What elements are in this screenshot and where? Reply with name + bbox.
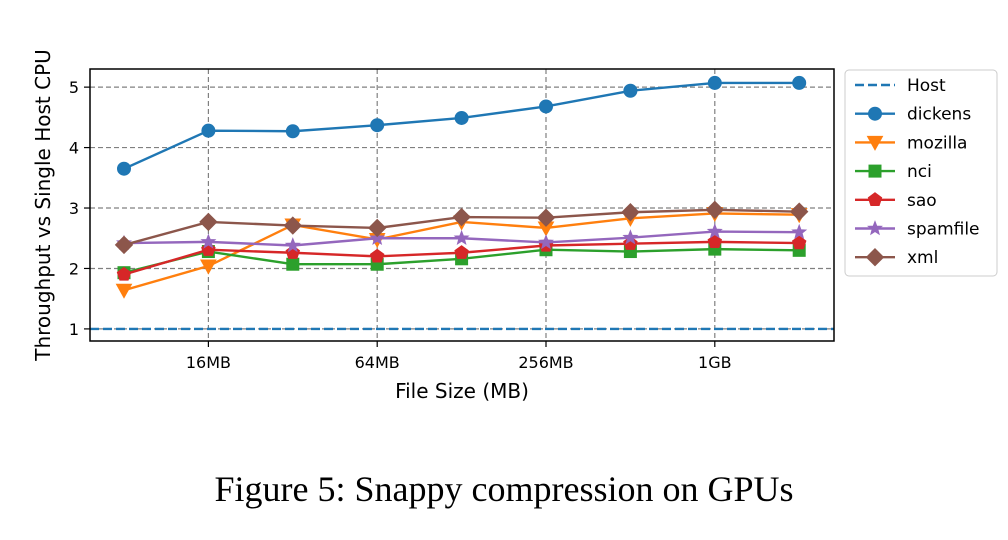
data-point-dickens	[285, 124, 300, 139]
y-tick-label: 2	[69, 259, 79, 278]
data-point-xml	[621, 203, 640, 222]
data-point-xml	[789, 202, 809, 221]
legend-item-xml: xml	[855, 247, 938, 268]
data-point-sao	[791, 235, 807, 250]
legend-item-Host: Host	[855, 76, 946, 96]
y-tick-label: 1	[69, 320, 79, 339]
data-point-spamfile	[453, 229, 470, 246]
y-tick-label: 4	[69, 139, 79, 158]
data-point-dickens	[201, 123, 216, 138]
data-point-spamfile	[622, 229, 639, 245]
legend-item-nci: nci	[855, 162, 932, 182]
y-tick-label: 5	[69, 78, 79, 97]
x-tick-label: 16MB	[186, 353, 231, 372]
x-tick-label: 64MB	[355, 353, 400, 372]
data-point-xml	[536, 208, 556, 227]
data-point-dickens	[370, 118, 385, 133]
legend-marker	[867, 220, 883, 236]
data-point-dickens	[623, 83, 638, 98]
data-point-xml	[114, 235, 134, 255]
legend-label: Host	[907, 76, 946, 96]
data-point-dickens	[707, 75, 722, 90]
series-xml	[114, 200, 809, 255]
y-axis-label: Throughput vs Single Host CPU	[31, 49, 55, 362]
line-chart: 1 2 3 4 5 16MB 64MB 256MB 1GB File Size (MB) Thr…	[31, 49, 998, 403]
axis-ticks: 1 2 3 4 5 16MB 64MB 256MB 1GB	[69, 78, 732, 372]
x-axis-label: File Size (MB)	[395, 379, 529, 403]
data-point-xml	[283, 216, 303, 235]
data-point-xml	[705, 200, 725, 220]
data-point-spamfile	[200, 233, 217, 249]
data-point-spamfile	[706, 223, 723, 239]
data-point-sao	[116, 266, 132, 281]
legend-item-mozilla: mozilla	[855, 133, 967, 153]
data-point-xml	[367, 218, 387, 238]
data-point-mozilla	[200, 259, 217, 275]
legend-item-spamfile: spamfile	[855, 220, 980, 240]
figure-caption: Figure 5: Snappy compression on GPUs	[214, 469, 794, 509]
legend-marker	[865, 247, 885, 267]
data-point-dickens	[792, 75, 807, 90]
legend-label: sao	[907, 191, 937, 211]
x-tick-label: 256MB	[518, 353, 573, 372]
grid-lines	[90, 69, 834, 341]
data-point-mozilla	[115, 283, 133, 299]
legend-marker	[868, 106, 882, 121]
plot-frame	[89, 68, 835, 342]
data-point-xml	[199, 212, 218, 232]
data-point-nci	[286, 257, 300, 271]
x-tick-label: 1GB	[698, 353, 732, 372]
legend-label: xml	[907, 248, 938, 268]
series-line-dickens	[123, 81, 800, 170]
y-tick-label: 3	[69, 199, 79, 218]
data-point-dickens	[539, 99, 553, 114]
legend-marker	[868, 164, 882, 178]
legend-box	[844, 69, 998, 277]
data-point-sao	[369, 248, 385, 263]
legend-label: dickens	[907, 105, 971, 125]
legend-label: spamfile	[907, 220, 980, 240]
data-point-xml	[452, 207, 471, 227]
plot-series	[90, 75, 834, 331]
data-point-spamfile	[369, 229, 386, 246]
legend-item-sao: sao	[855, 191, 937, 211]
legend: Host dickens mozilla nci sao spamfile xml	[844, 69, 998, 277]
data-point-spamfile	[538, 234, 554, 250]
data-point-sao	[454, 245, 469, 259]
legend-label: nci	[907, 162, 932, 182]
data-point-spamfile	[791, 223, 808, 239]
legend-item-dickens: dickens	[855, 105, 971, 125]
data-point-dickens	[117, 161, 131, 176]
series-spamfile	[116, 223, 808, 253]
legend-marker	[866, 135, 884, 151]
legend-label: mozilla	[907, 133, 967, 153]
data-point-spamfile	[284, 237, 301, 253]
data-point-dickens	[454, 110, 469, 125]
series-dickens	[117, 75, 807, 176]
legend-marker	[867, 192, 883, 206]
data-point-sao	[707, 234, 723, 249]
